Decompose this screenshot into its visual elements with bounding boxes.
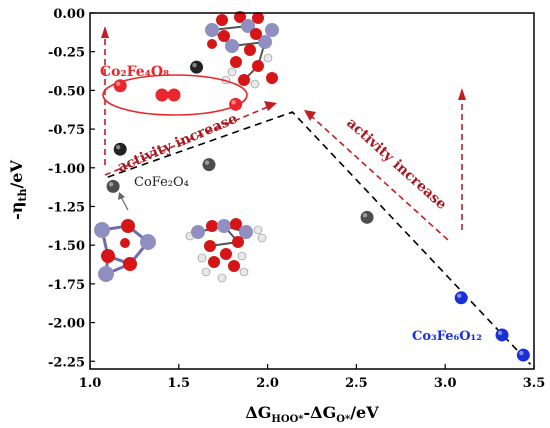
axis-ticks: 1.0 1.5 2.0 2.5 3.0 3.5 0.00 -0.25 -0.50 -0.75 -1.… bbox=[48, 7, 545, 391]
y-tick-label: -1.50 bbox=[48, 239, 85, 254]
cofe2o4-pointer bbox=[120, 196, 129, 211]
data-point-highlight bbox=[108, 182, 114, 187]
data-point-highlight bbox=[456, 293, 462, 298]
data-point bbox=[190, 60, 204, 74]
data-point-highlight bbox=[192, 62, 197, 68]
data-point bbox=[229, 97, 243, 111]
left-vertical-arrowhead bbox=[101, 26, 109, 38]
data-point bbox=[106, 179, 120, 193]
x-tick-label: 3.5 bbox=[523, 376, 546, 391]
y-tick-label: -2.00 bbox=[48, 317, 85, 332]
y-tick-label: -1.75 bbox=[48, 278, 85, 293]
data-point bbox=[113, 79, 127, 93]
y-tick-label: 0.00 bbox=[53, 7, 85, 22]
co2fe4o8-mid-marker bbox=[155, 88, 169, 102]
co3fe6o12-label: Co₃Fe₆O₁₂ bbox=[412, 329, 482, 344]
co2fe4o8-ellipse bbox=[102, 74, 248, 116]
data-point-highlight bbox=[231, 100, 236, 105]
data-point bbox=[113, 142, 127, 156]
data-point bbox=[495, 328, 509, 342]
data-point-highlight bbox=[204, 160, 210, 165]
y-tick-label: -0.50 bbox=[48, 84, 85, 99]
data-point-highlight bbox=[115, 81, 121, 86]
x-tick-label: 3.0 bbox=[434, 376, 457, 391]
cofe2o4-pointer-head bbox=[118, 192, 125, 200]
y-tick-label: -0.75 bbox=[48, 123, 85, 138]
left-diagonal-arrowhead bbox=[264, 101, 277, 111]
arrow-heads bbox=[101, 26, 466, 121]
y-axis-title: -ηth/eV bbox=[7, 160, 29, 220]
data-point bbox=[202, 158, 216, 172]
data-point bbox=[516, 348, 530, 362]
x-tick-label: 2.5 bbox=[345, 376, 368, 391]
volcano-trend-line bbox=[107, 111, 532, 365]
y-tick-label: -1.00 bbox=[48, 162, 85, 177]
plot-frame bbox=[89, 12, 535, 370]
data-point bbox=[360, 210, 374, 224]
x-axis-title: ΔGHOO*-ΔGO*/eV bbox=[245, 403, 379, 425]
y-tick-label: -1.25 bbox=[48, 200, 85, 215]
structure-left-illustration bbox=[94, 219, 156, 282]
data-point bbox=[454, 291, 468, 305]
x-tick-label: 1.5 bbox=[167, 376, 190, 391]
co2fe4o8-label: Co₂Fe₄O₈ bbox=[100, 64, 169, 80]
y-tick-label: -0.25 bbox=[48, 46, 85, 61]
structure-top-illustration bbox=[205, 11, 279, 89]
data-points bbox=[106, 60, 530, 362]
data-point-highlight bbox=[497, 330, 503, 336]
activity-increase-left-label: activity increase bbox=[115, 111, 240, 176]
volcano-line bbox=[107, 111, 532, 365]
right-diagonal-arrow bbox=[309, 114, 449, 241]
x-tick-label: 2.0 bbox=[256, 376, 279, 391]
cofe2o4-label: CoFe₂O₄ bbox=[134, 175, 189, 190]
right-diagonal-arrowhead bbox=[304, 110, 316, 121]
activity-increase-right-label: activity increase bbox=[343, 115, 449, 213]
data-point-highlight bbox=[362, 213, 368, 218]
right-vertical-arrowhead bbox=[458, 88, 466, 100]
y-tick-label: -2.25 bbox=[48, 355, 85, 370]
co2fe4o8-mid-marker bbox=[167, 88, 181, 102]
structure-middle-illustration bbox=[185, 218, 267, 283]
data-point-highlight bbox=[519, 350, 524, 356]
x-tick-label: 1.0 bbox=[79, 376, 102, 391]
data-point-highlight bbox=[115, 145, 121, 150]
